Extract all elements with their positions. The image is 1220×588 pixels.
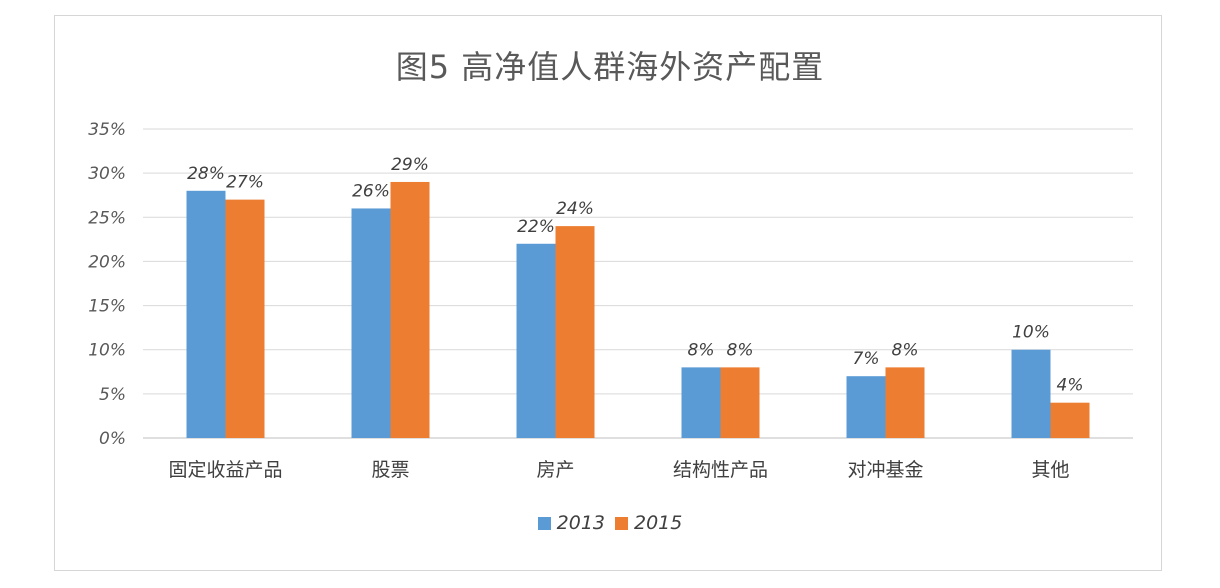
data-label: 10% bbox=[1012, 323, 1050, 343]
y-tick-label: 0% bbox=[99, 429, 126, 449]
bar bbox=[225, 199, 265, 438]
x-tick-label: 其他 bbox=[1031, 459, 1069, 481]
data-label: 7% bbox=[853, 349, 880, 369]
bar bbox=[720, 367, 760, 438]
bar bbox=[351, 208, 391, 438]
x-tick-label: 结构性产品 bbox=[673, 459, 768, 481]
data-label: 26% bbox=[352, 181, 390, 201]
data-label: 8% bbox=[892, 340, 919, 360]
legend-item-2013: 2013 bbox=[537, 512, 605, 534]
data-label: 8% bbox=[727, 340, 754, 360]
x-tick-label: 股票 bbox=[371, 459, 409, 481]
bar bbox=[390, 181, 430, 438]
bar bbox=[885, 367, 925, 438]
x-tick-label: 固定收益产品 bbox=[168, 459, 282, 481]
chart-title: 图5 高净值人群海外资产配置 bbox=[395, 48, 825, 86]
data-label: 24% bbox=[556, 199, 594, 219]
data-label: 8% bbox=[688, 340, 715, 360]
bar bbox=[555, 226, 595, 438]
x-tick-label: 房产 bbox=[536, 459, 574, 481]
bar bbox=[1011, 349, 1051, 438]
x-tick-label: 对冲基金 bbox=[847, 459, 923, 481]
y-tick-label: 10% bbox=[88, 341, 126, 361]
data-label: 27% bbox=[226, 173, 264, 193]
data-label: 22% bbox=[517, 217, 555, 237]
y-tick-label: 35% bbox=[88, 120, 126, 140]
bar bbox=[1050, 402, 1090, 438]
y-tick-label: 15% bbox=[88, 297, 126, 317]
data-label: 28% bbox=[187, 164, 225, 184]
bar bbox=[681, 367, 721, 438]
legend-swatch-2013 bbox=[537, 516, 551, 530]
legend-label-2013: 2013 bbox=[556, 512, 605, 534]
legend-item-2015: 2015 bbox=[615, 512, 682, 534]
legend: 2013 2015 bbox=[0, 512, 1220, 534]
y-tick-label: 25% bbox=[88, 208, 126, 228]
data-label: 4% bbox=[1057, 376, 1084, 396]
data-label: 29% bbox=[391, 155, 429, 175]
legend-swatch-2015 bbox=[615, 516, 628, 530]
bar bbox=[516, 243, 556, 438]
y-tick-label: 30% bbox=[88, 164, 126, 184]
bar bbox=[846, 376, 886, 438]
y-tick-label: 5% bbox=[99, 385, 126, 405]
y-tick-label: 20% bbox=[88, 252, 126, 272]
legend-label-2015: 2015 bbox=[634, 512, 683, 534]
bar bbox=[186, 190, 226, 438]
